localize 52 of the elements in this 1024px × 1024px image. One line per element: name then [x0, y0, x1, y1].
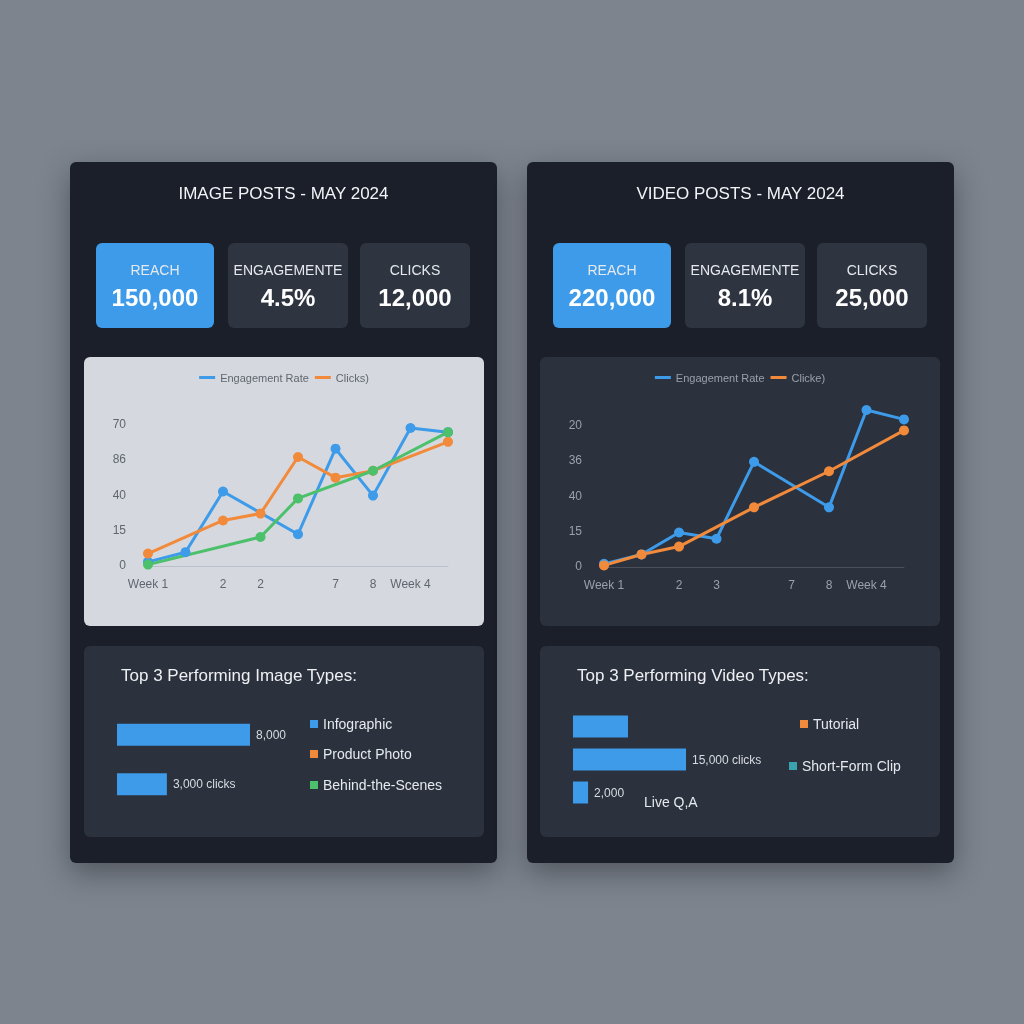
text: 15 — [112, 522, 127, 537]
text: 12,000 — [378, 284, 452, 311]
text: 40 — [568, 488, 583, 503]
text: 4.5% — [260, 284, 316, 311]
text: 25,000 — [835, 284, 909, 311]
text: 86 — [112, 452, 127, 467]
data-label: 2,000 — [594, 785, 625, 800]
text: 15 — [568, 523, 583, 538]
chart-title: Top 3 Performing Video Types: — [577, 666, 809, 685]
x-tick-label: Week 4 — [846, 578, 888, 592]
text: VIDEO POSTS - MAY 2024 — [635, 184, 846, 204]
category-label: ENGAGEMENTE — [232, 262, 344, 278]
data-label: 8,000 — [256, 727, 287, 742]
text: 150,000 — [111, 284, 199, 311]
text: 220,000 — [568, 284, 656, 311]
category-label: REACH — [586, 262, 638, 278]
text: 70 — [112, 417, 127, 431]
x-tick-label: Week 1 — [583, 578, 625, 592]
x-tick-label: 7 — [332, 577, 340, 591]
category-label: CLICKS — [388, 262, 442, 278]
x-tick-label: 3 — [713, 578, 721, 592]
legend-label: Clicks) — [335, 371, 369, 384]
text: Product Photo — [323, 745, 412, 763]
text: 20 — [568, 418, 583, 432]
legend-label: Clicke) — [791, 371, 826, 384]
legend-label: Engagement Rate — [675, 371, 765, 384]
text: IMAGE POSTS - MAY 2024 — [177, 184, 390, 204]
x-tick-label: Week 4 — [390, 577, 432, 591]
text: Infographic — [323, 715, 393, 733]
x-tick-label: Week 1 — [127, 577, 169, 591]
text: 0 — [575, 559, 583, 573]
category-label: CLICKS — [845, 262, 899, 278]
text: 36 — [568, 453, 583, 468]
x-tick-label: 8 — [825, 578, 833, 592]
annotation: Live Q,A — [644, 793, 698, 811]
x-tick-label: 8 — [369, 577, 377, 591]
text: Short-Form Clip — [802, 757, 901, 775]
legend-label: Engagement Rate — [220, 371, 309, 384]
data-label: 15,000 clicks — [692, 752, 762, 767]
category-label: ENGAGEMENTE — [689, 262, 801, 278]
x-tick-label: 2 — [675, 578, 683, 592]
text: Tutorial — [813, 715, 860, 733]
category-label: REACH — [129, 262, 181, 278]
text: Behind-the-Scenes — [323, 776, 443, 794]
text: 40 — [112, 487, 127, 502]
x-tick-label: 2 — [219, 577, 227, 591]
x-tick-label: 2 — [257, 577, 265, 591]
data-label: 3,000 clicks — [172, 777, 236, 792]
chart-title: Top 3 Performing Image Types: — [121, 666, 357, 685]
text: 8.1% — [717, 284, 773, 311]
x-tick-label: 7 — [788, 578, 796, 592]
text: 0 — [119, 558, 127, 572]
